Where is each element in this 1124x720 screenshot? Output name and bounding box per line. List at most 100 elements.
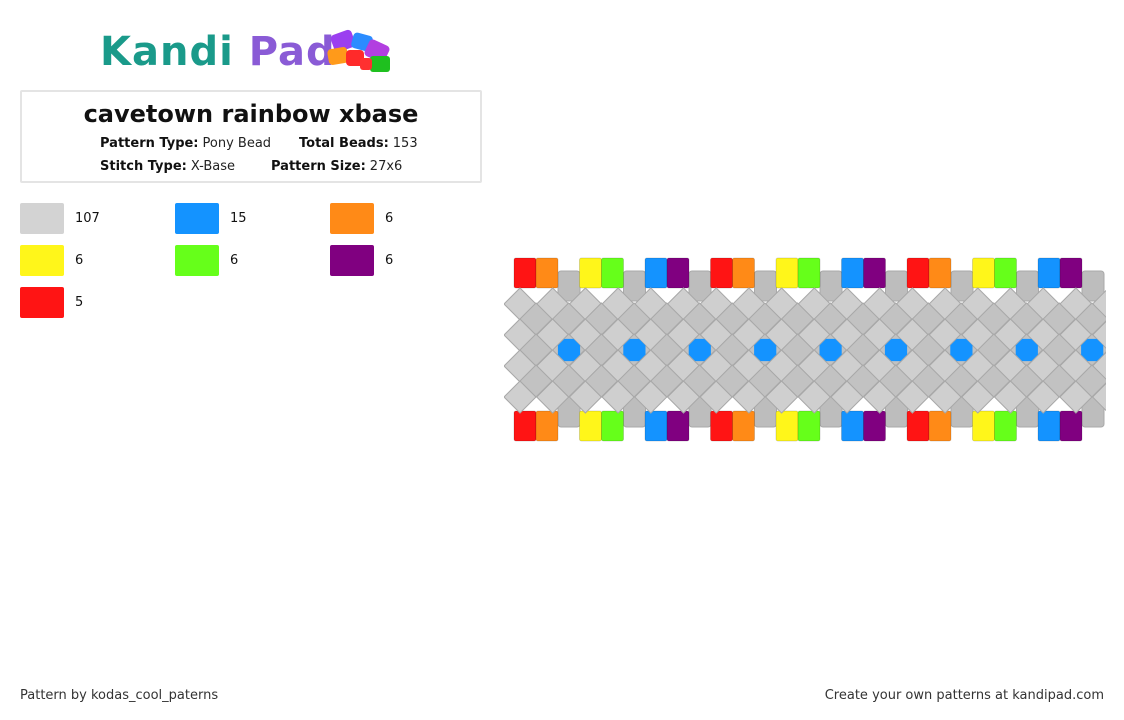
pattern-size: Pattern Size: 27x6 [271, 159, 402, 174]
edge-bead [906, 257, 930, 289]
edge-bead [797, 257, 821, 289]
edge-bead [1059, 257, 1083, 289]
lattice-bead [878, 364, 913, 398]
total-beads-value: 153 [392, 136, 418, 151]
edge-bead [601, 410, 624, 442]
edge-bead [644, 410, 668, 442]
bead-pattern-grid[interactable] [504, 255, 1106, 445]
lattice-bead [944, 364, 978, 398]
lattice-bead [911, 364, 946, 398]
kandipad-logo[interactable]: Kandi Pad [100, 24, 390, 80]
stitch-type: Stitch Type: X-Base [100, 159, 235, 174]
color-swatch [330, 203, 374, 234]
edge-bead [841, 410, 864, 442]
edge-bead [797, 410, 821, 442]
bead-count: 6 [75, 253, 84, 268]
total-beads: Total Beads: 153 [299, 136, 418, 151]
pattern-size-label: Pattern Size: [271, 159, 366, 174]
blue-bead [557, 338, 581, 362]
edge-bead [579, 257, 602, 289]
lattice-bead [1075, 364, 1106, 398]
stitch-type-value: X-Base [190, 159, 236, 174]
bead-count: 107 [75, 211, 100, 226]
edge-bead [535, 410, 559, 442]
color-swatch [20, 287, 64, 318]
edge-bead [535, 257, 559, 289]
lattice-bead [682, 364, 717, 398]
edge-bead [710, 257, 733, 289]
blue-bead [688, 338, 711, 362]
edge-bead [994, 410, 1017, 442]
blue-bead [1015, 338, 1038, 362]
edge-bead [710, 410, 733, 442]
edge-bead [644, 257, 668, 289]
legend-item: 6 [330, 203, 393, 234]
lattice-bead [617, 364, 651, 398]
logo-word-pad: Pad [248, 29, 336, 75]
lattice-bead [1042, 364, 1076, 398]
lattice-bead [715, 364, 749, 398]
stitch-type-label: Stitch Type: [100, 159, 187, 174]
color-swatch [330, 245, 374, 276]
lattice-bead [1091, 289, 1106, 319]
lattice-bead [551, 364, 586, 398]
edge-bead [666, 257, 690, 289]
pattern-title: cavetown rainbow xbase [83, 100, 419, 128]
pattern-type-label: Pattern Type: [100, 136, 199, 151]
edge-bead [863, 257, 886, 289]
blue-bead [884, 338, 908, 362]
edge-bead [579, 410, 602, 442]
bead-count: 6 [385, 253, 394, 268]
legend-item: 6 [330, 245, 393, 276]
lattice-bead [780, 364, 815, 398]
logo-word-kandi: Kandi [100, 29, 234, 75]
edge-bead [1037, 257, 1061, 289]
lattice-bead [748, 364, 782, 398]
lattice-bead [519, 364, 553, 398]
edge-bead [513, 410, 537, 442]
edge-bead [1059, 410, 1083, 442]
color-swatch [20, 203, 64, 234]
legend-item: 107 [20, 203, 100, 234]
edge-bead [775, 257, 799, 289]
bead-count: 6 [385, 211, 394, 226]
edge-bead [1037, 410, 1061, 442]
lattice-bead [846, 364, 880, 398]
bead-count: 5 [75, 295, 84, 310]
kandipad-promo-link[interactable]: Create your own patterns at kandipad.com [824, 688, 1104, 703]
pattern-type-value: Pony Bead [202, 136, 272, 151]
edge-bead [928, 257, 952, 289]
edge-bead [972, 410, 995, 442]
edge-bead [775, 410, 799, 442]
bead-count: 6 [230, 253, 239, 268]
blue-bead [1081, 338, 1104, 362]
blue-bead [754, 338, 777, 362]
edge-bead [666, 410, 690, 442]
pattern-size-value: 27x6 [369, 159, 403, 174]
blue-bead [950, 338, 973, 362]
lattice-bead [584, 364, 619, 398]
blue-bead [819, 338, 842, 362]
pattern-info-card: cavetown rainbow xbase Pattern Type: Pony… [20, 90, 482, 183]
edge-bead [863, 410, 886, 442]
bead-count: 15 [230, 211, 247, 226]
blue-bead [623, 338, 646, 362]
edge-bead [841, 257, 864, 289]
edge-bead [732, 410, 755, 442]
legend-item: 6 [20, 245, 83, 276]
color-swatch [175, 203, 219, 234]
color-swatch [20, 245, 64, 276]
total-beads-label: Total Beads: [299, 136, 389, 151]
color-swatch [175, 245, 219, 276]
edge-bead [513, 257, 537, 289]
pattern-author: Pattern by kodas_cool_paterns [20, 688, 219, 703]
legend-item: 15 [175, 203, 247, 234]
legend-item: 5 [20, 287, 83, 318]
edge-bead [994, 257, 1017, 289]
lattice-bead [813, 364, 848, 398]
pattern-type: Pattern Type: Pony Bead [100, 136, 271, 151]
lattice-bead [650, 364, 684, 398]
edge-bead [928, 410, 952, 442]
legend-item: 6 [175, 245, 238, 276]
lattice-bead [1009, 364, 1044, 398]
